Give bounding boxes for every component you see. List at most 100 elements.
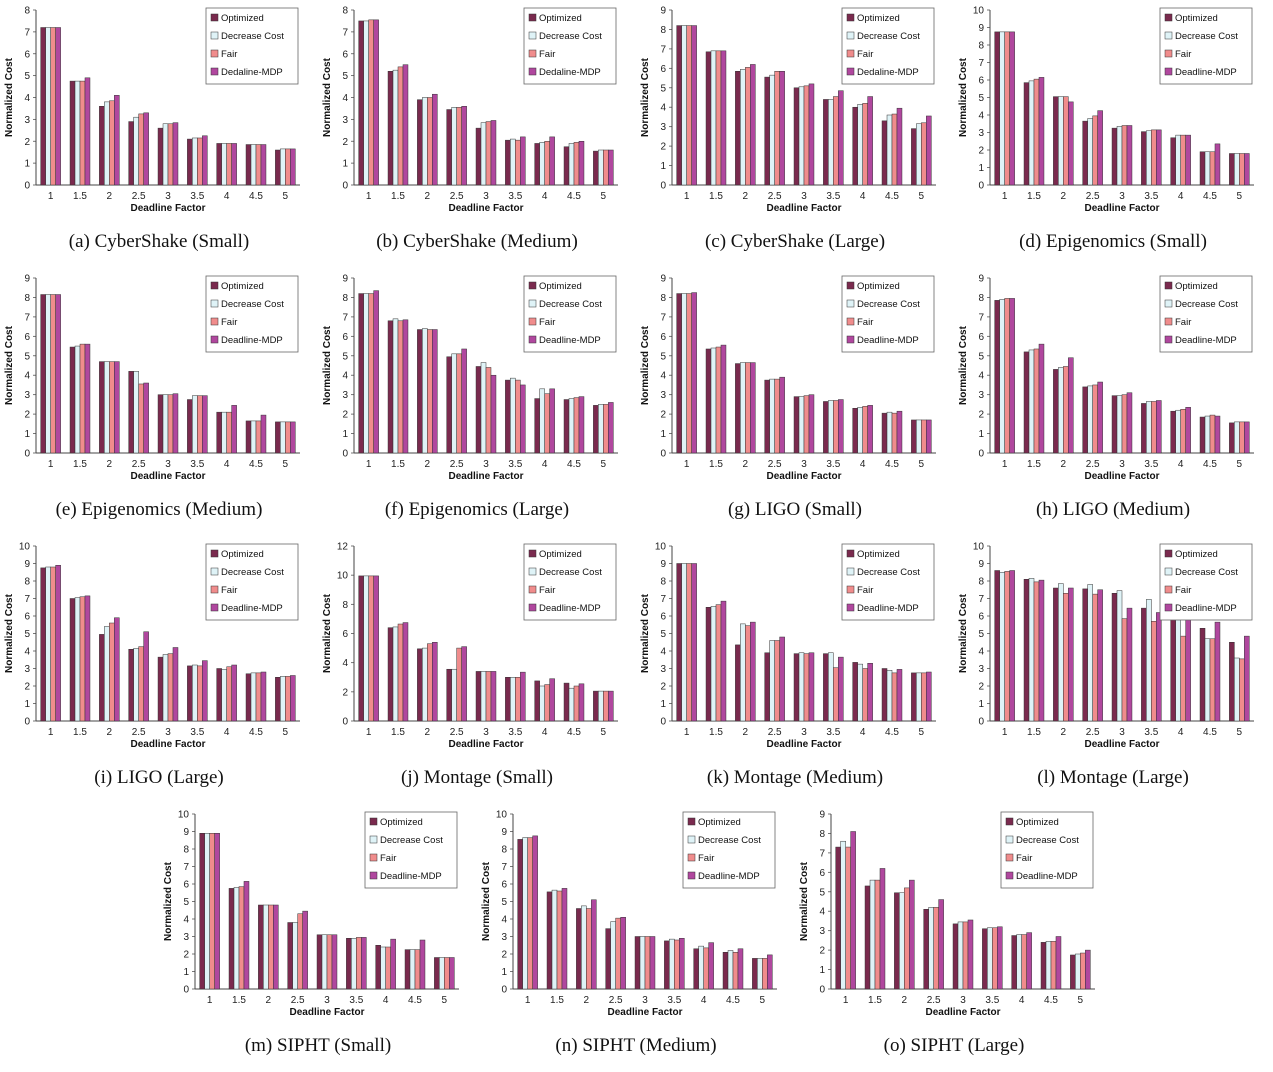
bar [527, 837, 533, 990]
x-axis-title: Deadline Factor [607, 1007, 682, 1018]
y-tick-label: 4 [978, 111, 984, 122]
bar [793, 87, 800, 186]
y-tick-label: 4 [24, 371, 30, 382]
y-tick-label: 0 [24, 181, 30, 192]
bar [275, 149, 281, 186]
x-tick-label: 2 [107, 727, 113, 738]
legend-label: Deadline-MDP [1175, 335, 1237, 346]
bar [172, 647, 179, 722]
bar [568, 687, 575, 722]
bar [1141, 131, 1147, 186]
panel-caption: (g) LIGO (Small) [727, 499, 863, 520]
bar [767, 954, 773, 990]
bar [231, 405, 237, 454]
bar [838, 656, 844, 722]
bar [520, 136, 526, 186]
bar [1214, 143, 1221, 186]
y-tick-label: 5 [24, 351, 30, 362]
y-tick-label: 7 [660, 594, 666, 605]
legend-box [1159, 543, 1253, 621]
legend-swatch [210, 281, 219, 290]
bar [427, 643, 433, 722]
legend-swatch [210, 567, 219, 576]
bar [1121, 125, 1128, 186]
bar [1028, 349, 1035, 454]
bar [255, 144, 262, 186]
y-tick-label: 0 [978, 717, 984, 728]
y-tick-label: 8 [819, 829, 825, 840]
y-tick-label: 10 [337, 571, 349, 582]
bar [904, 887, 910, 990]
bar [363, 20, 369, 186]
bar [456, 647, 462, 722]
x-tick-label: 1.5 [391, 459, 405, 470]
bar [1141, 403, 1147, 454]
y-tick-label: 3 [342, 115, 348, 126]
legend-swatch [1164, 317, 1173, 326]
bar [720, 600, 727, 722]
bar [769, 640, 775, 722]
x-tick-label: 3.5 [1144, 191, 1158, 202]
legend-label: Fair [1175, 317, 1191, 328]
bar [735, 644, 741, 722]
bar [894, 892, 900, 990]
bar [808, 83, 815, 186]
y-tick-label: 6 [660, 612, 666, 623]
bar [162, 394, 169, 454]
legend-swatch [1005, 817, 1014, 826]
x-tick-label: 2.5 [927, 995, 941, 1006]
bar [197, 665, 203, 722]
bar [250, 420, 257, 454]
y-tick-label: 2 [342, 410, 348, 421]
x-axis-title: Deadline Factor [448, 739, 523, 750]
legend-label: Deadline-MDP [539, 335, 601, 346]
bar [1009, 31, 1015, 186]
bar [45, 294, 51, 454]
legend-label: Deadline-MDP [1175, 67, 1237, 78]
legend-label: Fair [1016, 853, 1032, 864]
y-tick-label: 1 [342, 159, 348, 170]
x-axis-title: Deadline Factor [1084, 203, 1159, 214]
bar [676, 563, 682, 722]
y-tick-label: 7 [660, 312, 666, 323]
y-tick-label: 8 [24, 293, 30, 304]
legend-box [523, 7, 617, 85]
bar [1244, 635, 1250, 722]
legend-label: Fair [857, 585, 873, 596]
bar [297, 913, 303, 990]
legend-box [1159, 7, 1253, 85]
bar [1026, 932, 1032, 990]
bar [451, 107, 457, 186]
y-tick-label: 1 [342, 429, 348, 440]
x-tick-label: 3.5 [826, 191, 840, 202]
legend-swatch [210, 585, 219, 594]
x-tick-label: 2 [902, 995, 908, 1006]
y-tick-label: 8 [342, 6, 348, 17]
legend-label: Deadline-MDP [221, 603, 283, 614]
legend-label: Optimized [221, 281, 264, 292]
legend-label: Decrease Cost [857, 31, 920, 42]
bar [598, 404, 604, 454]
x-tick-label: 5 [283, 191, 289, 202]
y-axis-title: Normalized Cost [322, 593, 333, 673]
legend-swatch [528, 567, 537, 576]
bar [449, 957, 455, 990]
bar [290, 675, 296, 722]
x-tick-label: 2 [1061, 191, 1067, 202]
y-tick-label: 6 [978, 332, 984, 343]
bar [886, 114, 893, 186]
bar [838, 399, 844, 454]
y-axis-title: Normalized Cost [322, 57, 333, 137]
legend-label: Optimized [221, 549, 264, 560]
bar [1185, 134, 1191, 186]
bar [461, 646, 467, 722]
bar [128, 121, 134, 186]
bar [546, 891, 553, 990]
bar [852, 106, 858, 186]
bar [1068, 101, 1074, 186]
legend-swatch [1005, 871, 1014, 880]
x-tick-label: 4.5 [567, 727, 581, 738]
bar [290, 421, 296, 454]
bar [50, 27, 56, 186]
x-tick-label: 2.5 [450, 727, 464, 738]
